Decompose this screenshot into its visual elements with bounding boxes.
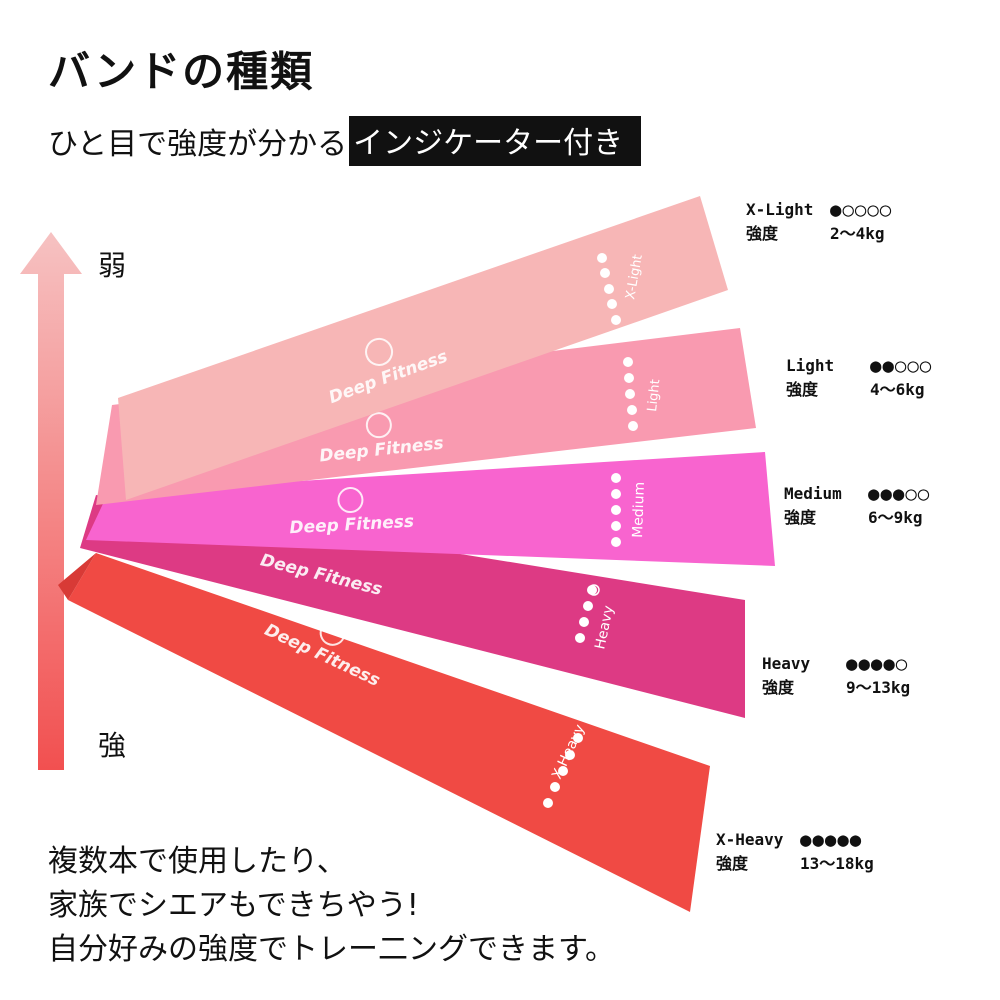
strength-label: 強度 bbox=[784, 508, 817, 527]
brand-logo-icon bbox=[337, 487, 364, 514]
band-level-name: Medium bbox=[630, 482, 648, 539]
level-name: Heavy bbox=[762, 654, 811, 673]
level-name: Medium bbox=[784, 484, 842, 503]
page-title: バンドの種類 bbox=[48, 47, 315, 96]
strength-arrow bbox=[20, 232, 82, 770]
level-info-medium: Medium ●●●○○ 強度 6〜9kg bbox=[784, 482, 930, 530]
level-name: Light bbox=[786, 356, 835, 375]
brand-logo-icon bbox=[319, 619, 346, 646]
band-light: Deep Fitness Light bbox=[96, 328, 756, 505]
brand-logo-icon bbox=[365, 337, 394, 366]
level-range: 4〜6kg bbox=[870, 380, 925, 399]
level-info-light: Light ●●○○○ 強度 4〜6kg bbox=[786, 354, 932, 402]
band-x-light: Deep Fitness X-Light bbox=[118, 196, 728, 500]
level-info-x-heavy: X-Heavy ●●●●● 強度 13〜18kg bbox=[716, 828, 874, 876]
bottom-line-3: 自分好みの強度でトレー二ングできます。 bbox=[48, 932, 615, 967]
bottom-line-2: 家族でシエアもできちやう! bbox=[48, 888, 419, 923]
level-range: 2〜4kg bbox=[830, 224, 885, 243]
strength-label: 強度 bbox=[746, 224, 779, 243]
subtitle-text: ひと目で強度が分かる bbox=[48, 127, 348, 162]
level-name: X-Heavy bbox=[716, 830, 784, 849]
level-dots: ●●●○○ bbox=[868, 483, 931, 505]
level-range: 9〜13kg bbox=[846, 678, 911, 697]
band-level-dots bbox=[597, 253, 621, 325]
subtitle-highlight: インジケーター付き bbox=[349, 116, 642, 166]
level-info-heavy: Heavy ●●●●○ 強度 9〜13kg bbox=[762, 652, 910, 700]
brand-logo-icon bbox=[365, 412, 392, 439]
weak-label: 弱 bbox=[98, 249, 127, 282]
band-heavy: Deep Fitness Heavy bbox=[80, 495, 745, 718]
level-name: X-Light bbox=[746, 200, 814, 219]
strength-label: 強度 bbox=[716, 854, 749, 873]
bottom-line-1: 複数本で使用したり、 bbox=[48, 844, 347, 879]
level-dots: ●●○○○ bbox=[870, 355, 933, 377]
band-x-heavy: Deep Fitness X-Heavy bbox=[58, 553, 710, 912]
bottom-copy: 複数本で使用したり、 家族でシエアもできちやう! 自分好みの強度でトレー二ングで… bbox=[48, 840, 615, 972]
band-level-name: Light bbox=[645, 379, 663, 413]
band-medium: Deep Fitness Medium bbox=[86, 452, 775, 566]
level-dots: ●●●●● bbox=[800, 829, 863, 851]
level-range: 6〜9kg bbox=[868, 508, 923, 527]
band-level-dots bbox=[611, 473, 621, 547]
band-level-dots bbox=[575, 585, 597, 643]
strong-label: 強 bbox=[98, 729, 127, 762]
strength-label: 強度 bbox=[762, 678, 795, 697]
band-level-dots bbox=[623, 357, 638, 431]
strength-label: 強度 bbox=[786, 380, 819, 399]
level-dots: ●●●●○ bbox=[846, 653, 909, 675]
level-info-x-light: X-Light ●○○○○ 強度 2〜4kg bbox=[746, 198, 892, 246]
band-level-dots bbox=[543, 733, 583, 808]
level-range: 13〜18kg bbox=[800, 854, 874, 873]
subtitle: ひと目で強度が分かる インジケーター付き bbox=[48, 116, 642, 166]
level-dots: ●○○○○ bbox=[830, 199, 893, 221]
